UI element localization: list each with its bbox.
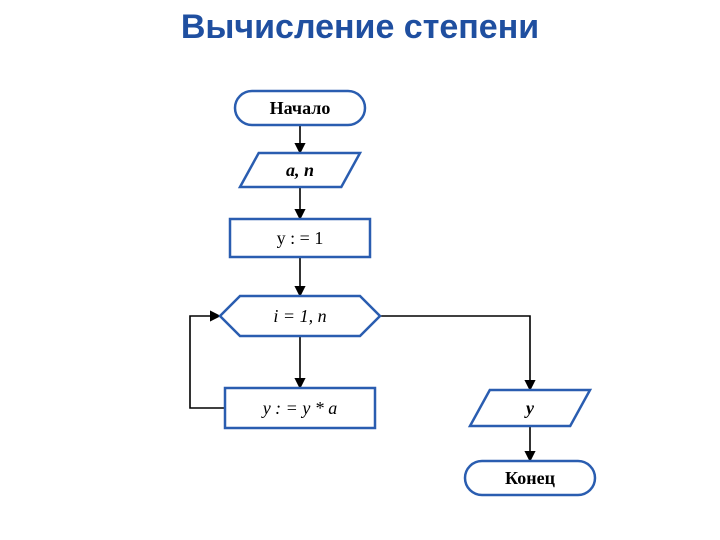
- node-init: y : = 1: [230, 219, 370, 257]
- node-output-label: y: [524, 398, 535, 418]
- edge-body-loop: [190, 316, 225, 408]
- node-end: Конец: [465, 461, 595, 495]
- node-input-label: a, n: [286, 160, 314, 180]
- node-output: y: [470, 390, 590, 426]
- node-start-label: Начало: [270, 98, 331, 118]
- node-body-label: y : = y * a: [261, 398, 338, 418]
- edge-loop-output: [380, 316, 530, 390]
- node-end-label: Конец: [505, 468, 556, 488]
- flowchart-canvas: Начало a, n y : = 1 i = 1, n y : = y * a y Кон…: [0, 0, 720, 540]
- node-init-label: y : = 1: [277, 228, 324, 248]
- node-loop: i = 1, n: [220, 296, 380, 336]
- node-input: a, n: [240, 153, 360, 187]
- node-start: Начало: [235, 91, 365, 125]
- page-title: Вычисление степени: [0, 8, 720, 47]
- node-body: y : = y * a: [225, 388, 375, 428]
- node-loop-label: i = 1, n: [273, 306, 326, 326]
